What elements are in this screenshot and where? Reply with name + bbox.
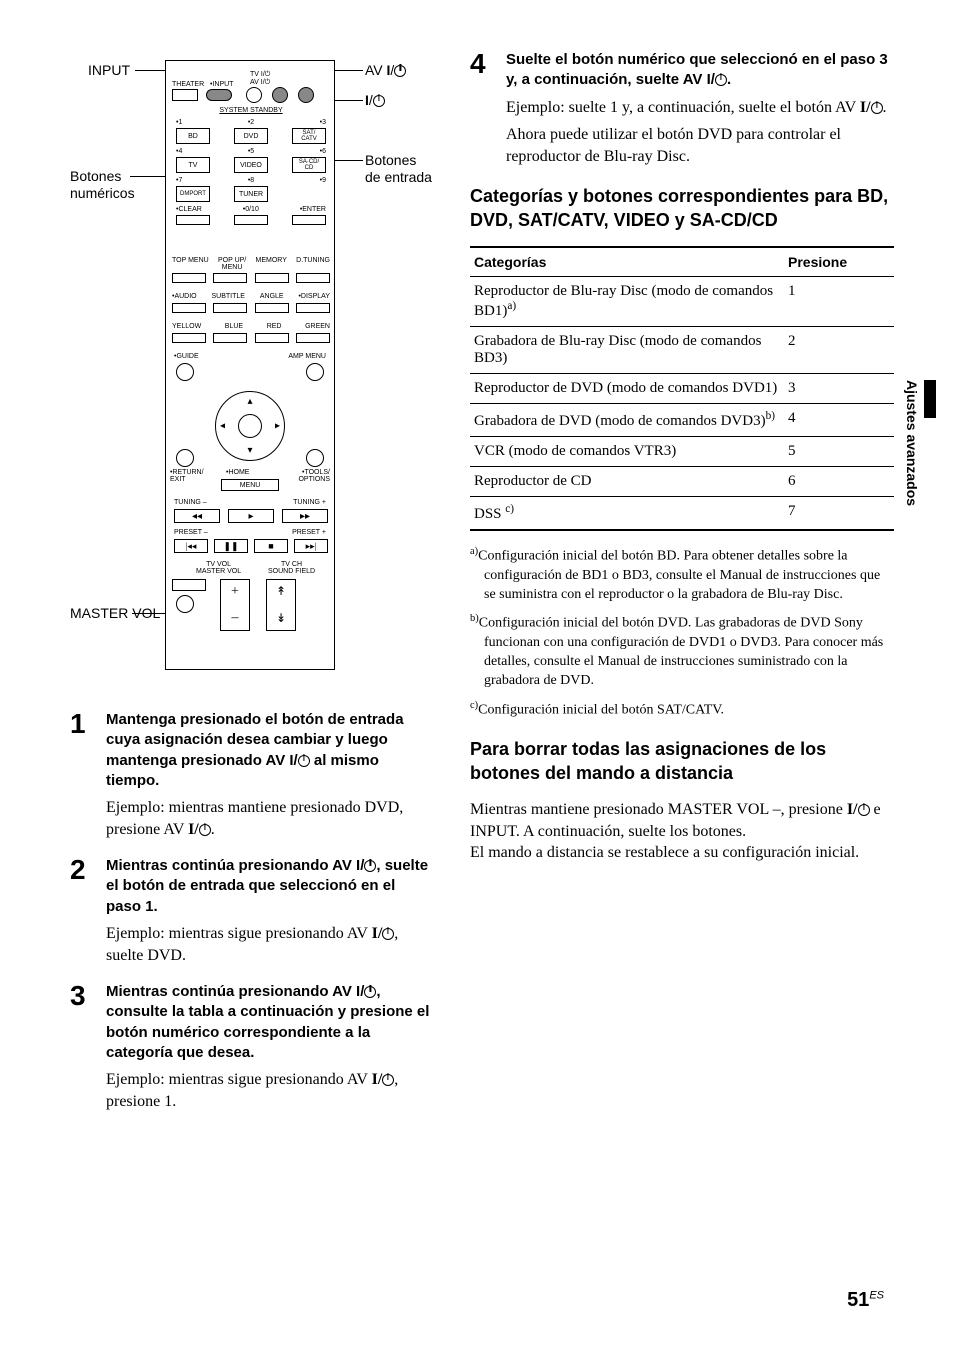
table-row: VCR (modo de comandos VTR3) 5: [470, 437, 894, 467]
remote-diagram: INPUT AV I/ I/ Botones numéricos Botones…: [70, 50, 430, 680]
step-title: Mientras continúa presionando AV I/, con…: [106, 982, 430, 1063]
table-row: Reproductor de CD 6: [470, 467, 894, 497]
power-icon: [715, 74, 727, 86]
step-number: 4: [470, 50, 494, 167]
power-icon: [364, 986, 376, 998]
step: 3 Mientras continúa presionando AV I/, c…: [70, 982, 430, 1112]
footnote: b)Configuración inicial del botón DVD. L…: [470, 612, 894, 690]
step-title: Suelte el botón numérico que seleccionó …: [506, 50, 894, 91]
press-cell: 6: [784, 467, 894, 497]
power-icon: [871, 102, 883, 114]
press-cell: 5: [784, 437, 894, 467]
cat-cell: Reproductor de DVD (modo de comandos DVD…: [470, 374, 784, 404]
footnote: a)Configuración inicial del botón BD. Pa…: [470, 545, 894, 604]
cat-cell: VCR (modo de comandos VTR3): [470, 437, 784, 467]
label-botones-numericos: Botones numéricos: [70, 168, 160, 202]
step-example: Ejemplo: suelte 1 y, a continuación, sue…: [506, 97, 894, 119]
cat-cell: Grabadora de DVD (modo de comandos DVD3)…: [470, 404, 784, 437]
remote-body: THEATER •INPUT TV I/⏻ AV I/⏻ SYSTEM STAN…: [165, 60, 335, 670]
step: 2 Mientras continúa presionando AV I/, s…: [70, 856, 430, 966]
footnote: c)Configuración inicial del botón SAT/CA…: [470, 699, 894, 721]
categories-heading: Categorías y botones correspondientes pa…: [470, 185, 894, 232]
press-cell: 3: [784, 374, 894, 404]
cat-cell: Reproductor de Blu-ray Disc (modo de com…: [470, 277, 784, 327]
step-number: 1: [70, 710, 94, 840]
press-cell: 2: [784, 327, 894, 374]
reset-heading: Para borrar todas las asignaciones de lo…: [470, 738, 894, 785]
table-row: Grabadora de Blu-ray Disc (modo de coman…: [470, 327, 894, 374]
cat-cell: DSS c): [470, 497, 784, 531]
steps-left: 1 Mantenga presionado el botón de entrad…: [70, 710, 430, 1112]
label-botones-entrada: Botones de entrada: [365, 152, 435, 186]
step: 1 Mantenga presionado el botón de entrad…: [70, 710, 430, 840]
press-cell: 7: [784, 497, 894, 531]
step-number: 2: [70, 856, 94, 966]
power-icon: [199, 824, 211, 836]
power-icon: [858, 804, 870, 816]
cat-cell: Reproductor de CD: [470, 467, 784, 497]
press-cell: 4: [784, 404, 894, 437]
table-row: Reproductor de Blu-ray Disc (modo de com…: [470, 277, 894, 327]
step-example: Ejemplo: mientras sigue presionando AV I…: [106, 923, 430, 966]
step-4: 4 Suelte el botón numérico que seleccion…: [470, 50, 894, 167]
power-icon: [382, 1074, 394, 1086]
two-column-layout: INPUT AV I/ I/ Botones numéricos Botones…: [70, 50, 894, 1128]
label-input: INPUT: [88, 62, 130, 79]
side-bar: [924, 380, 936, 418]
page-number: 51ES: [847, 1289, 884, 1312]
table-row: Reproductor de DVD (modo de comandos DVD…: [470, 374, 894, 404]
table-row: Grabadora de DVD (modo de comandos DVD3)…: [470, 404, 894, 437]
left-column: INPUT AV I/ I/ Botones numéricos Botones…: [70, 50, 430, 1128]
table-head-cat: Categorías: [470, 247, 784, 277]
power-icon: [298, 755, 310, 767]
categories-table: Categorías Presione Reproductor de Blu-r…: [470, 246, 894, 531]
footnotes: a)Configuración inicial del botón BD. Pa…: [470, 545, 894, 720]
table-row: DSS c) 7: [470, 497, 894, 531]
step-title: Mantenga presionado el botón de entrada …: [106, 710, 430, 791]
step-number: 3: [70, 982, 94, 1112]
table-head-press: Presione: [784, 247, 894, 277]
power-icon: [382, 928, 394, 940]
right-column: 4 Suelte el botón numérico que seleccion…: [470, 50, 894, 1128]
step-example: Ejemplo: mientras sigue presionando AV I…: [106, 1069, 430, 1112]
side-tab: Ajustes avanzados: [904, 380, 920, 506]
cat-cell: Grabadora de Blu-ray Disc (modo de coman…: [470, 327, 784, 374]
press-cell: 1: [784, 277, 894, 327]
power-icon: [394, 65, 406, 77]
label-power: I/: [365, 92, 385, 109]
step-example: Ejemplo: mientras mantiene presionado DV…: [106, 797, 430, 840]
step-after: Ahora puede utilizar el botón DVD para c…: [506, 124, 894, 167]
power-icon: [364, 860, 376, 872]
step-title: Mientras continúa presionando AV I/, sue…: [106, 856, 430, 917]
step: 4 Suelte el botón numérico que seleccion…: [470, 50, 894, 167]
power-icon: [373, 95, 385, 107]
dpad: ▴ ▾ ◂ ▸: [215, 391, 285, 461]
label-av-power: AV I/: [365, 62, 406, 79]
reset-body: Mientras mantiene presionado MASTER VOL …: [470, 799, 894, 864]
